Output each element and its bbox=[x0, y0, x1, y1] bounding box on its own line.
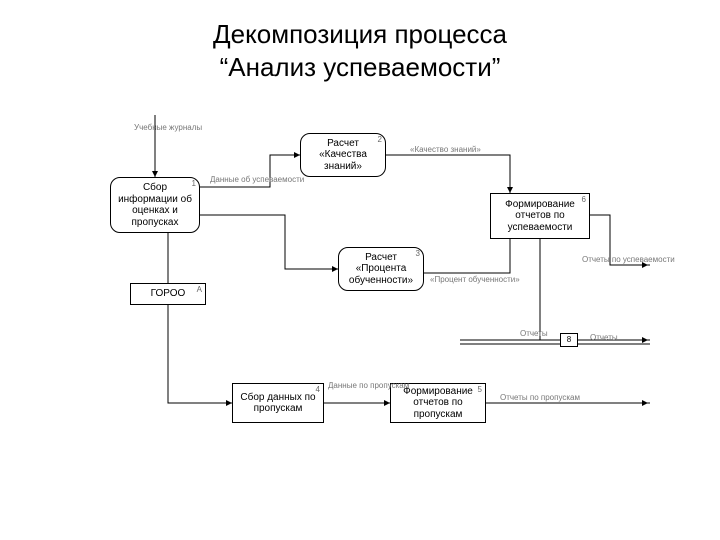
title-line-1: Декомпозиция процесса bbox=[213, 19, 507, 49]
edge-label-4-5: Данные по пропускам bbox=[328, 381, 409, 390]
node-label: Формирование отчетов по успеваемости bbox=[494, 199, 586, 234]
node-num: 1 bbox=[192, 179, 196, 188]
node-quality-calc: 2 Расчет «Качества знаний» bbox=[300, 133, 386, 177]
node-percent-calc: 3 Расчет «Процента обученности» bbox=[338, 247, 424, 291]
node-collect-grades: 1 Сбор информации об оценках и пропусках bbox=[110, 177, 200, 233]
node-label: Сбор информации об оценках и пропусках bbox=[114, 182, 196, 228]
node-label: Расчет «Качества знаний» bbox=[304, 138, 382, 173]
node-label: Расчет «Процента обученности» bbox=[342, 252, 420, 287]
node-collect-absences: 4 Сбор данных по пропускам bbox=[232, 383, 324, 423]
node-label: Формирование отчетов по пропускам bbox=[394, 386, 482, 421]
node-junction-8: 8 bbox=[560, 333, 578, 347]
edge-label-top: Учебные журналы bbox=[134, 123, 202, 132]
diagram-canvas: 1 Сбор информации об оценках и пропусках… bbox=[90, 115, 650, 475]
node-num: 2 bbox=[378, 135, 382, 144]
title-line-2: “Анализ успеваемости” bbox=[220, 52, 501, 82]
edge-label-1-2: Данные об успеваемости bbox=[210, 175, 304, 184]
page-title: Декомпозиция процесса “Анализ успеваемос… bbox=[0, 0, 720, 83]
node-num: А bbox=[197, 285, 202, 294]
node-num: 8 bbox=[567, 335, 571, 344]
node-label: ГОРОО bbox=[151, 288, 186, 300]
node-label: Сбор данных по пропускам bbox=[236, 392, 320, 415]
node-num: 3 bbox=[416, 249, 420, 258]
node-report-progress: 6 Формирование отчетов по успеваемости bbox=[490, 193, 590, 239]
edge-label-rep: Отчеты bbox=[520, 329, 548, 338]
node-num: 4 bbox=[316, 385, 320, 394]
edge-label-6-out: Отчеты по успеваемости bbox=[582, 255, 675, 264]
edge-label-rep2: Отчеты bbox=[590, 333, 618, 342]
node-num: 5 bbox=[478, 385, 482, 394]
edge-label-5-out: Отчеты по пропускам bbox=[500, 393, 580, 402]
edge-label-2-6: «Качество знаний» bbox=[410, 145, 481, 154]
edge-label-3-6: «Процент обученности» bbox=[430, 275, 520, 284]
node-num: 6 bbox=[582, 195, 586, 204]
arrow bbox=[642, 400, 648, 406]
arrow bbox=[642, 337, 648, 343]
node-goroo: А ГОРОО bbox=[130, 283, 206, 305]
